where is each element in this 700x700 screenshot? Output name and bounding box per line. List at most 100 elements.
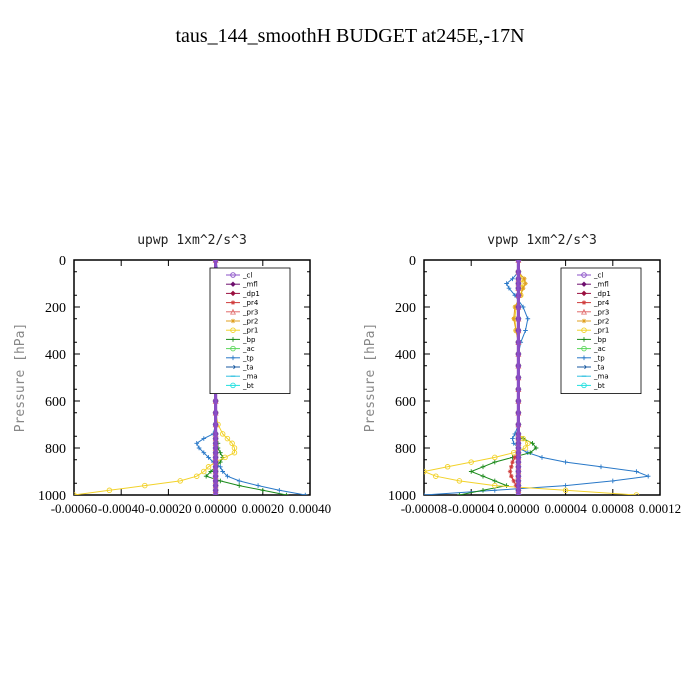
data-point bbox=[509, 473, 514, 479]
legend-label: _bt bbox=[242, 382, 254, 390]
data-point bbox=[525, 440, 531, 447]
y-tick-label: 600 bbox=[45, 395, 66, 410]
data-point bbox=[106, 487, 113, 494]
legend-item: _pr4 bbox=[577, 299, 610, 307]
data-point bbox=[530, 441, 535, 446]
data-point bbox=[206, 455, 211, 460]
plot-frame bbox=[73, 259, 311, 496]
data-point bbox=[492, 459, 498, 465]
data-point bbox=[515, 374, 522, 381]
legend-item: _tp bbox=[577, 354, 605, 362]
legend-label: _ac bbox=[242, 345, 255, 353]
data-point bbox=[222, 454, 228, 461]
data-point bbox=[193, 473, 200, 479]
legend-marker bbox=[581, 272, 587, 278]
data-point bbox=[610, 478, 616, 484]
legend-marker bbox=[230, 290, 236, 297]
data-point bbox=[236, 478, 242, 484]
data-point bbox=[220, 469, 225, 474]
x-tick-label: 0.00020 bbox=[242, 501, 284, 516]
data-point bbox=[512, 304, 518, 310]
legend-label: _pr2 bbox=[242, 318, 258, 326]
y-tick-label: 200 bbox=[395, 301, 416, 316]
data-point bbox=[515, 292, 522, 299]
data-point bbox=[539, 455, 545, 460]
legend-item: _bt bbox=[577, 382, 605, 390]
legend-item: _pr3 bbox=[577, 308, 609, 316]
data-point bbox=[504, 483, 509, 488]
y-tick-label: 1000 bbox=[388, 489, 416, 504]
y-tick-label: 800 bbox=[395, 442, 416, 457]
data-point bbox=[520, 285, 526, 291]
figure-title: taus_144_smoothH BUDGET at245E,-17N bbox=[175, 25, 524, 47]
x-tick-label: -0.00040 bbox=[98, 501, 145, 516]
y-tick-label: 0 bbox=[409, 254, 416, 269]
legend-label: _mfl bbox=[242, 281, 258, 289]
legend-marker bbox=[230, 281, 236, 287]
y-tick-label: 200 bbox=[45, 301, 66, 316]
legend-item: _pr3 bbox=[226, 308, 258, 316]
x-tick-label: 0.00000 bbox=[497, 501, 539, 516]
legend-item: _cl bbox=[577, 272, 603, 280]
y-tick-label: 1000 bbox=[38, 489, 66, 504]
legend-label: _cl bbox=[242, 272, 252, 280]
legend-label: _ma bbox=[242, 373, 258, 381]
data-point bbox=[563, 459, 568, 465]
data-point bbox=[510, 276, 515, 282]
legend-label: _pr1 bbox=[242, 327, 258, 335]
legend-marker bbox=[581, 355, 587, 361]
data-point bbox=[506, 285, 512, 291]
legend-item: _bt bbox=[226, 382, 254, 390]
x-tick-label: 0.00004 bbox=[544, 501, 587, 516]
legend-marker bbox=[230, 308, 236, 315]
legend-marker bbox=[230, 272, 236, 278]
data-point bbox=[203, 473, 209, 479]
data-point bbox=[511, 441, 516, 446]
data-point bbox=[533, 445, 539, 451]
data-point bbox=[212, 398, 219, 404]
data-point bbox=[525, 316, 531, 322]
data-point bbox=[225, 473, 230, 479]
data-point bbox=[196, 445, 202, 451]
x-tick-label: -0.00004 bbox=[448, 501, 495, 516]
data-point bbox=[504, 281, 509, 286]
legend-label: _pr1 bbox=[593, 327, 609, 335]
legend-label: _pr4 bbox=[593, 299, 610, 307]
legend-marker bbox=[230, 355, 236, 361]
data-point bbox=[563, 483, 568, 488]
y-tick-label: 400 bbox=[395, 348, 416, 363]
data-point bbox=[512, 455, 518, 460]
legend-item: _bp bbox=[226, 336, 256, 344]
legend-marker bbox=[581, 308, 587, 315]
plot-frame bbox=[423, 259, 661, 496]
legend-item: _cl bbox=[226, 272, 252, 280]
data-point bbox=[515, 492, 522, 495]
legend-label: _ac bbox=[593, 345, 606, 353]
data-point bbox=[212, 492, 219, 495]
x-tick-label: -0.00060 bbox=[51, 501, 98, 516]
data-point bbox=[456, 478, 463, 484]
data-point bbox=[480, 488, 486, 493]
data-point bbox=[194, 441, 200, 446]
data-point bbox=[208, 469, 214, 474]
data-point bbox=[515, 398, 522, 404]
x-tick-label: 0.00040 bbox=[289, 501, 331, 516]
data-point bbox=[142, 482, 148, 489]
legend-label: _bp bbox=[242, 336, 256, 344]
legend-label: _pr4 bbox=[242, 299, 259, 307]
data-point bbox=[634, 469, 639, 474]
data-point bbox=[507, 469, 513, 474]
legend-item: _pr4 bbox=[226, 299, 259, 307]
data-point bbox=[492, 454, 498, 461]
y-axis-label: Pressure [hPa] bbox=[13, 323, 28, 433]
data-point bbox=[218, 478, 223, 484]
data-point bbox=[218, 464, 223, 470]
legend-label: _tp bbox=[242, 354, 254, 362]
x-tick-label: 0.00008 bbox=[592, 501, 634, 516]
x-tick-label: 0.00012 bbox=[639, 501, 681, 516]
vpwp-panel: vpwp 1xm^2/s^3 Pressure [hPa] 0 200 400 600 80… bbox=[363, 233, 681, 516]
y-tick-label: 0 bbox=[59, 254, 66, 269]
legend-marker bbox=[581, 345, 587, 352]
y-tick-label: 600 bbox=[395, 395, 416, 410]
